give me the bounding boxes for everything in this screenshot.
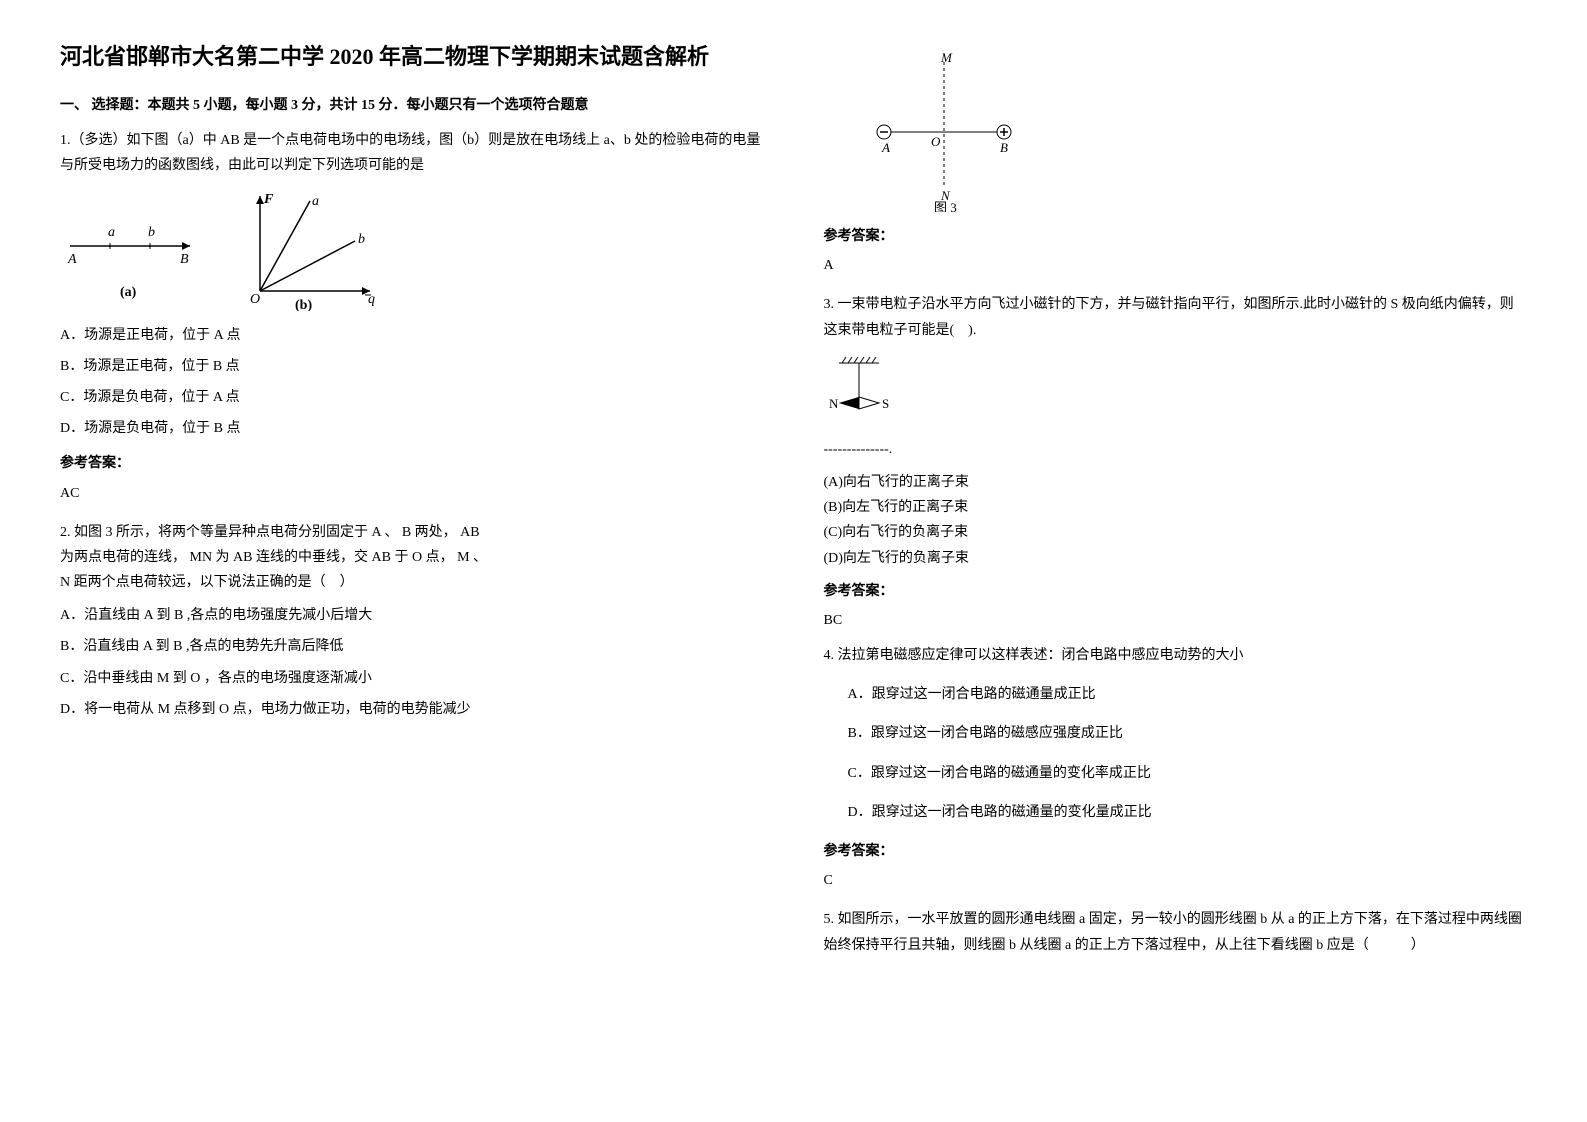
q1-optB: B．场源是正电荷，位于 B 点 xyxy=(60,354,764,379)
q1-answer-label: 参考答案： xyxy=(60,451,764,476)
question-1: 1.（多选）如下图（a）中 AB 是一个点电荷电场中的电场线，图（b）则是放在电… xyxy=(60,128,764,506)
q5-stem: 5. 如图所示，一水平放置的圆形通电线圈 a 固定，另一较小的圆形线圈 b 从 … xyxy=(824,907,1528,957)
q3-optA: (A)向右飞行的正离子束 xyxy=(824,470,1528,495)
q4-options: A．跟穿过这一闭合电路的磁通量成正比 B．跟穿过这一闭合电路的磁感应强度成正比 … xyxy=(848,682,1528,825)
q1-fig-label-q: q xyxy=(368,292,375,307)
q1-fig-line-a: a xyxy=(312,194,319,209)
q1-fig-a-caption: (a) xyxy=(120,285,137,300)
q1-optC: C．场源是负电荷，位于 A 点 xyxy=(60,385,764,410)
question-4: 4. 法拉第电磁感应定律可以这样表述：闭合电路中感应电动势的大小 A．跟穿过这一… xyxy=(824,643,1528,893)
q2-fig-M: M xyxy=(940,52,953,65)
q1-fig-label-O: O xyxy=(250,292,260,307)
q2-stem2: 为两点电荷的连线， MN 为 AB 连线的中垂线，交 AB 于 O 点， M 、 xyxy=(60,545,764,570)
q1-fig-line-b: b xyxy=(358,232,365,247)
q2-fig-O: O xyxy=(931,134,941,149)
q3-optB: (B)向左飞行的正离子束 xyxy=(824,495,1528,520)
q1-optA: A．场源是正电荷，位于 A 点 xyxy=(60,323,764,348)
q3-fig-N: N xyxy=(829,396,839,411)
q4-optC: C．跟穿过这一闭合电路的磁通量的变化率成正比 xyxy=(848,761,1528,786)
q3-fig-S: S xyxy=(882,396,889,411)
q2-optC: C．沿中垂线由 M 到 O ，各点的电场强度逐渐减小 xyxy=(60,666,764,691)
q4-stem: 4. 法拉第电磁感应定律可以这样表述：闭合电路中感应电动势的大小 xyxy=(824,643,1528,668)
q3-optC: (C)向右飞行的负离子束 xyxy=(824,520,1528,545)
q1-fig-label-a: a xyxy=(108,225,115,240)
q4-answer: C xyxy=(824,868,1528,893)
q1-answer: AC xyxy=(60,481,764,506)
q2-stem1: 2. 如图 3 所示，将两个等量异种点电荷分别固定于 A 、 B 两处， AB xyxy=(60,520,764,545)
q2-figure: A B O M N 图 3 xyxy=(864,52,1528,212)
q1-fig-label-b: b xyxy=(148,225,155,240)
q4-optB: B．跟穿过这一闭合电路的磁感应强度成正比 xyxy=(848,721,1528,746)
document-title: 河北省邯郸市大名第二中学 2020 年高二物理下学期期末试题含解析 xyxy=(60,40,764,73)
q4-answer-label: 参考答案： xyxy=(824,839,1528,864)
q1-fig-label-B: B xyxy=(180,252,189,267)
question-3: 3. 一束带电粒子沿水平方向飞过小磁针的下方，并与磁针指向平行，如图所示.此时小… xyxy=(824,292,1528,633)
q3-stem: 3. 一束带电粒子沿水平方向飞过小磁针的下方，并与磁针指向平行，如图所示.此时小… xyxy=(824,292,1528,342)
right-column: A B O M N 图 3 参考答案： A 3. 一束带电粒子沿水平方向飞过小磁… xyxy=(824,40,1528,968)
q3-optD: (D)向左飞行的负离子束 xyxy=(824,546,1528,571)
q1-fig-label-A: A xyxy=(67,252,77,267)
q2-fig-B: B xyxy=(1000,140,1008,155)
q3-options: (A)向右飞行的正离子束 (B)向左飞行的正离子束 (C)向右飞行的负离子束 (… xyxy=(824,470,1528,571)
q4-optA: A．跟穿过这一闭合电路的磁通量成正比 xyxy=(848,682,1528,707)
q2-fig-A: A xyxy=(881,140,890,155)
q3-figure: N S xyxy=(824,355,1528,425)
q2-answer: A xyxy=(824,253,1528,278)
q3-dash-line: --------------. xyxy=(824,437,1528,462)
q1-fig-b-caption: (b) xyxy=(295,298,312,311)
q1-options: A．场源是正电荷，位于 A 点 B．场源是正电荷，位于 B 点 C．场源是负电荷… xyxy=(60,323,764,442)
left-column: 河北省邯郸市大名第二中学 2020 年高二物理下学期期末试题含解析 一、 选择题… xyxy=(60,40,764,968)
q1-figure: a b A B (a) F O q xyxy=(60,191,764,311)
q2-optA: A．沿直线由 A 到 B ,各点的电场强度先减小后增大 xyxy=(60,603,764,628)
q2-options: A．沿直线由 A 到 B ,各点的电场强度先减小后增大 B．沿直线由 A 到 B… xyxy=(60,603,764,722)
q3-answer: BC xyxy=(824,608,1528,633)
section-header: 一、 选择题：本题共 5 小题，每小题 3 分，共计 15 分．每小题只有一个选… xyxy=(60,93,764,118)
q1-optD: D．场源是负电荷，位于 B 点 xyxy=(60,416,764,441)
q1-fig-label-F: F xyxy=(263,192,274,207)
q1-stem: 1.（多选）如下图（a）中 AB 是一个点电荷电场中的电场线，图（b）则是放在电… xyxy=(60,128,764,178)
q2-stem3: N 距两个点电荷较远，以下说法正确的是（ ） xyxy=(60,570,764,595)
question-2: 2. 如图 3 所示，将两个等量异种点电荷分别固定于 A 、 B 两处， AB … xyxy=(60,520,764,722)
q2-optB: B．沿直线由 A 到 B ,各点的电势先升高后降低 xyxy=(60,634,764,659)
q3-answer-label: 参考答案： xyxy=(824,579,1528,604)
q2-fig-caption: 图 3 xyxy=(934,200,957,212)
q4-optD: D．跟穿过这一闭合电路的磁通量的变化量成正比 xyxy=(848,800,1528,825)
question-5: 5. 如图所示，一水平放置的圆形通电线圈 a 固定，另一较小的圆形线圈 b 从 … xyxy=(824,907,1528,957)
q2-optD: D．将一电荷从 M 点移到 O 点，电场力做正功，电荷的电势能减少 xyxy=(60,697,764,722)
q2-answer-label: 参考答案： xyxy=(824,224,1528,249)
